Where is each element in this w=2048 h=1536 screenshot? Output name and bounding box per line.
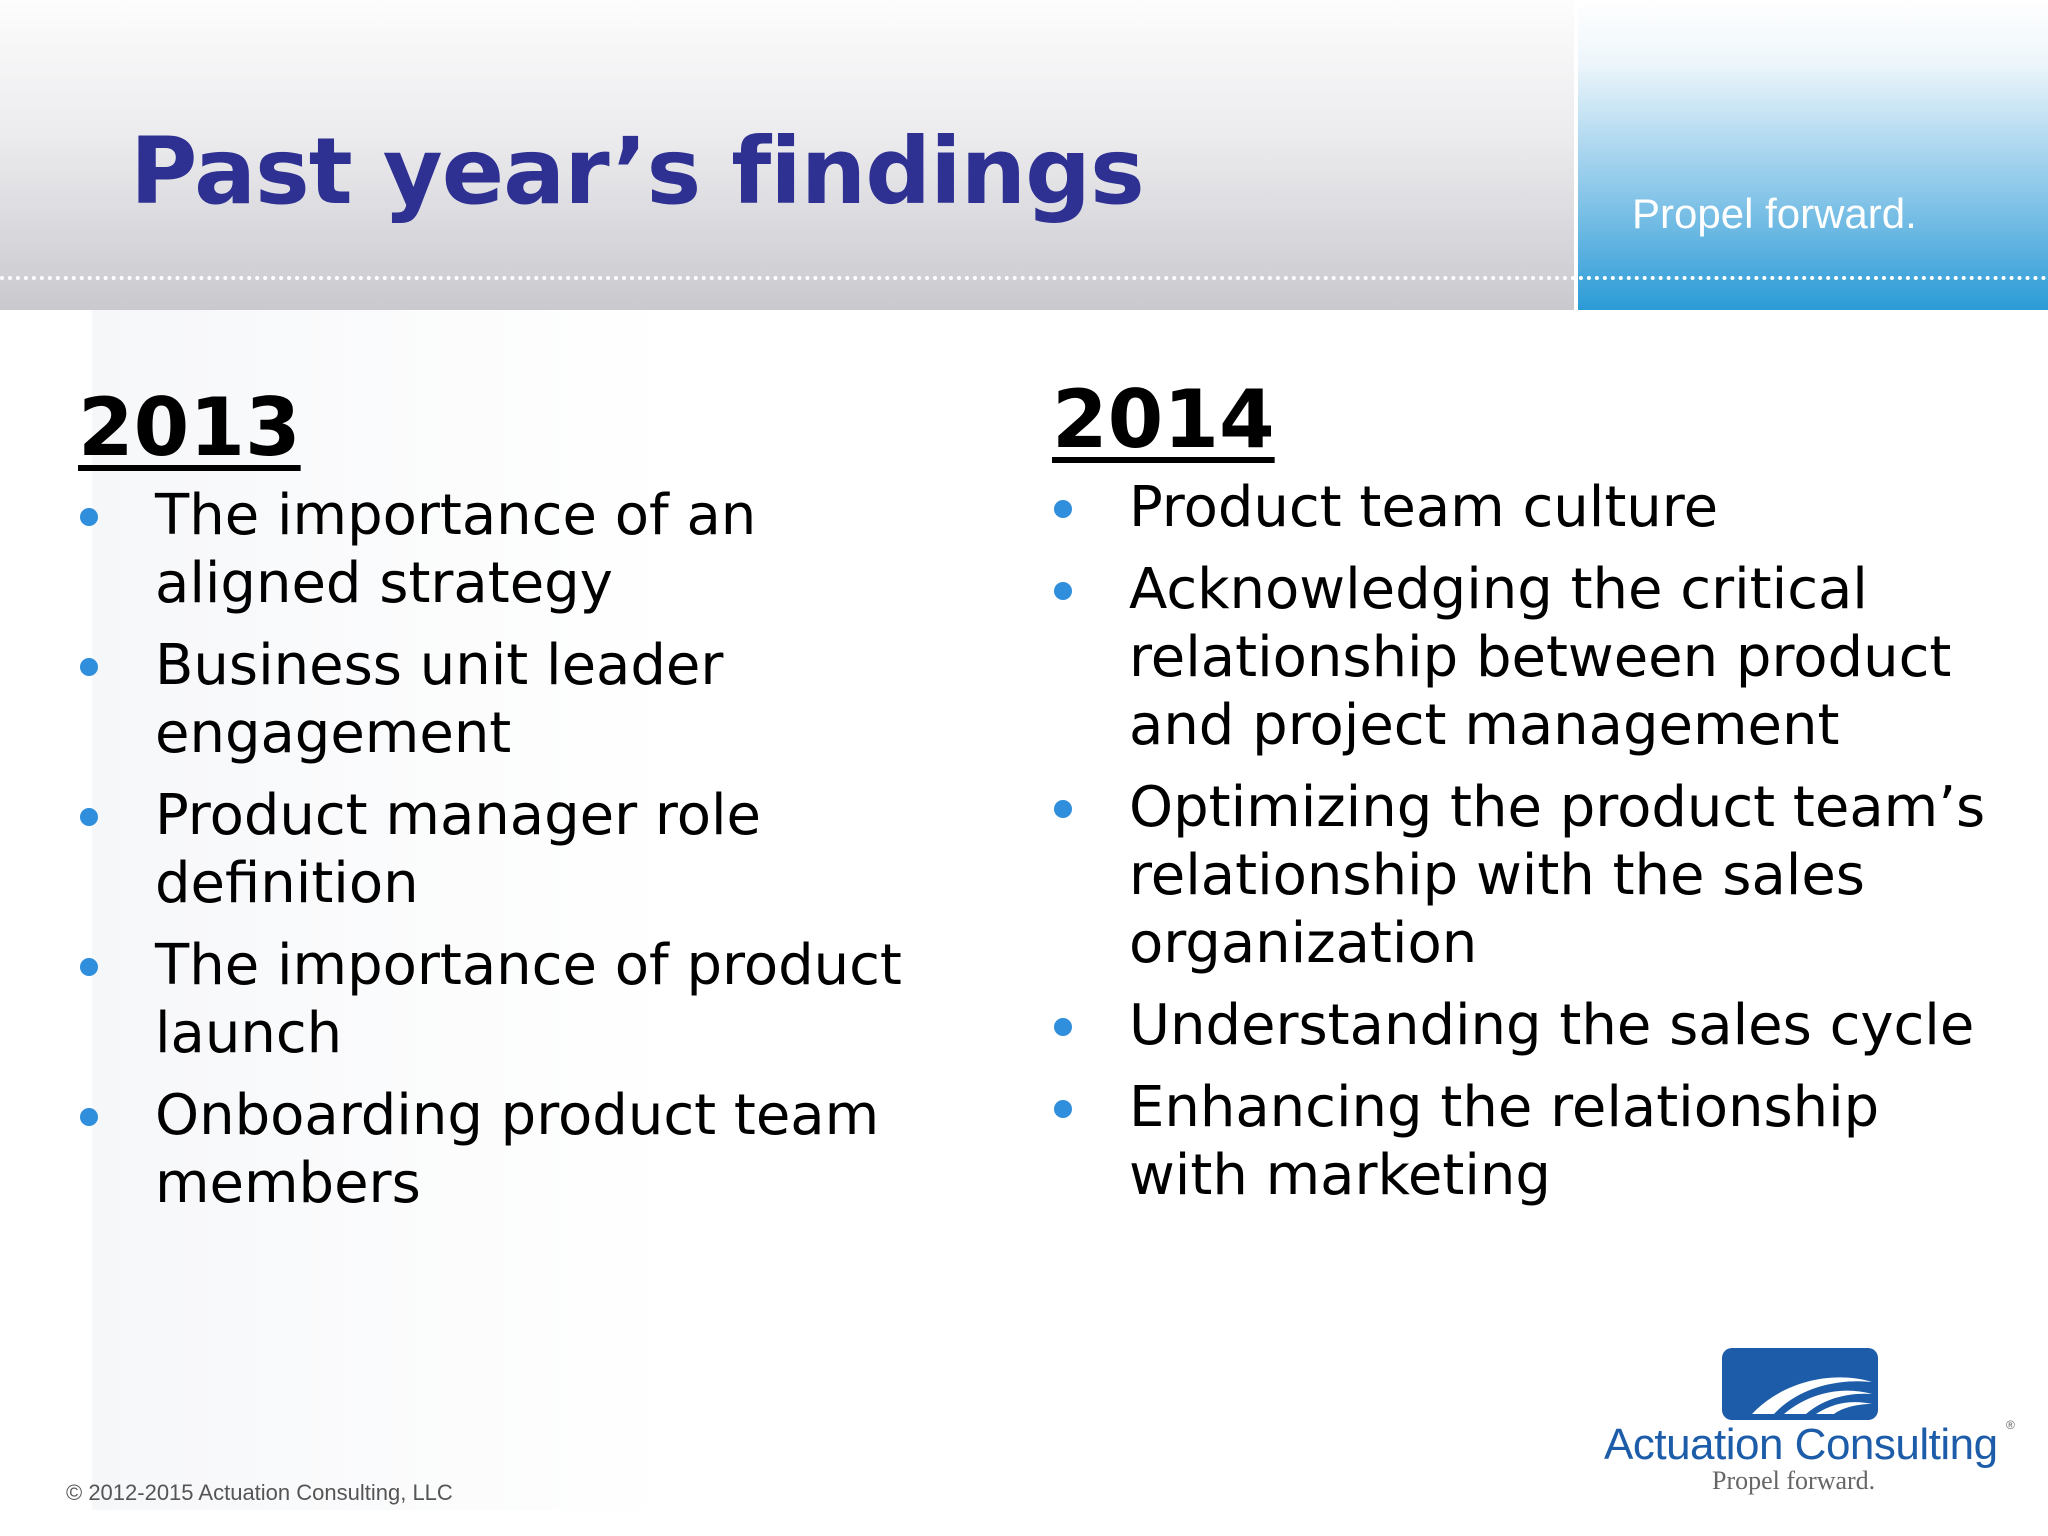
column-heading-2014: 2014 <box>1052 373 1275 466</box>
list-item: Product team culture <box>1052 474 1992 542</box>
list-item-text: Product manager role definition <box>155 783 761 916</box>
bullet-icon <box>80 1108 98 1126</box>
registered-mark: ® <box>2006 1418 2015 1432</box>
bullet-icon <box>1054 582 1072 600</box>
header-accent-panel <box>1574 0 2048 310</box>
list-item: Business unit leader engagement <box>78 632 978 768</box>
column-heading-2013: 2013 <box>78 381 301 474</box>
list-item-text: Optimizing the product team’s relationsh… <box>1129 775 1986 976</box>
company-logo: Actuation Consulting ® Propel forward. <box>1600 1348 2020 1498</box>
list-item-text: Enhancing the relationship with marketin… <box>1129 1075 1880 1208</box>
list-item-text: Understanding the sales cycle <box>1129 993 1975 1058</box>
bullet-icon <box>80 808 98 826</box>
list-item-text: Onboarding product team members <box>155 1083 880 1216</box>
bullet-icon <box>80 958 98 976</box>
header-dotted-divider <box>0 276 2048 280</box>
bullet-icon <box>1054 1018 1072 1036</box>
list-item: The importance of an aligned strategy <box>78 482 978 618</box>
list-item: Optimizing the product team’s relationsh… <box>1052 774 1992 978</box>
bullet-icon <box>80 658 98 676</box>
slide-title: Past year’s findings <box>130 118 1145 225</box>
header-tagline: Propel forward. <box>1632 190 1917 237</box>
bullet-icon <box>80 508 98 526</box>
copyright-notice: © 2012-2015 Actuation Consulting, LLC <box>66 1480 453 1505</box>
list-item: The importance of product launch <box>78 932 978 1068</box>
bullet-icon <box>1054 1100 1072 1118</box>
logo-tagline: Propel forward. <box>1712 1466 1876 1495</box>
list-item: Onboarding product team members <box>78 1082 978 1218</box>
bullet-icon <box>1054 500 1072 518</box>
list-item: Understanding the sales cycle <box>1052 992 1992 1060</box>
findings-list-2013: The importance of an aligned strategy Bu… <box>78 482 978 1218</box>
swoosh-logo-icon <box>1722 1348 1878 1420</box>
findings-list-2014: Product team culture Acknowledging the c… <box>1052 474 1992 1210</box>
logo-company-name: Actuation Consulting <box>1604 1420 1998 1469</box>
list-item: Enhancing the relationship with marketin… <box>1052 1074 1992 1210</box>
list-item: Product manager role definition <box>78 782 978 918</box>
list-item-text: Product team culture <box>1129 475 1719 540</box>
list-item: Acknowledging the critical relationship … <box>1052 556 1992 760</box>
column-2013: 2013 The importance of an aligned strate… <box>78 380 978 1232</box>
list-item-text: The importance of product launch <box>155 933 902 1066</box>
bullet-icon <box>1054 800 1072 818</box>
list-item-text: The importance of an aligned strategy <box>155 483 757 616</box>
list-item-text: Acknowledging the critical relationship … <box>1129 557 1952 758</box>
column-2014: 2014 Product team culture Acknowledging … <box>1052 372 1992 1224</box>
list-item-text: Business unit leader engagement <box>155 633 724 766</box>
